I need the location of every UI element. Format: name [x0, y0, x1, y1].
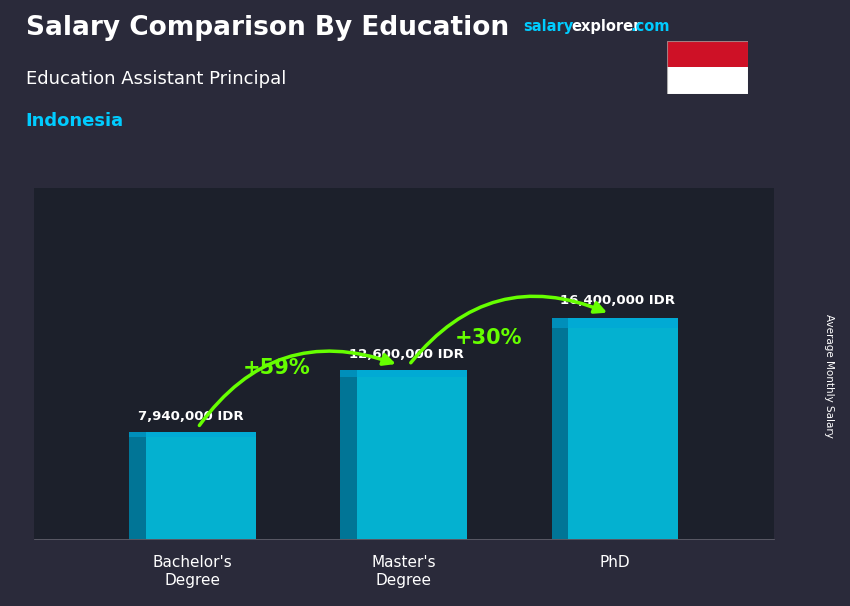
Text: +30%: +30%	[455, 328, 522, 348]
Bar	[340, 370, 468, 378]
Text: Indonesia: Indonesia	[26, 112, 123, 130]
Text: Salary Comparison By Education: Salary Comparison By Education	[26, 15, 508, 41]
Bar	[667, 41, 748, 67]
Text: 16,400,000 IDR: 16,400,000 IDR	[560, 295, 675, 307]
Bar	[667, 67, 748, 94]
Bar	[129, 433, 256, 437]
Text: .com: .com	[631, 19, 670, 35]
Text: salary: salary	[523, 19, 573, 35]
Text: explorer: explorer	[571, 19, 641, 35]
Bar	[340, 370, 468, 539]
Text: 12,600,000 IDR: 12,600,000 IDR	[348, 348, 464, 361]
Bar	[552, 319, 678, 539]
Bar	[552, 319, 678, 328]
Text: Average Monthly Salary: Average Monthly Salary	[824, 314, 834, 438]
Bar	[552, 319, 568, 539]
Bar	[129, 433, 145, 539]
Bar	[129, 433, 256, 539]
Text: 7,940,000 IDR: 7,940,000 IDR	[138, 410, 243, 423]
Text: Education Assistant Principal: Education Assistant Principal	[26, 70, 286, 88]
Bar	[340, 370, 357, 539]
Text: +59%: +59%	[243, 358, 311, 378]
